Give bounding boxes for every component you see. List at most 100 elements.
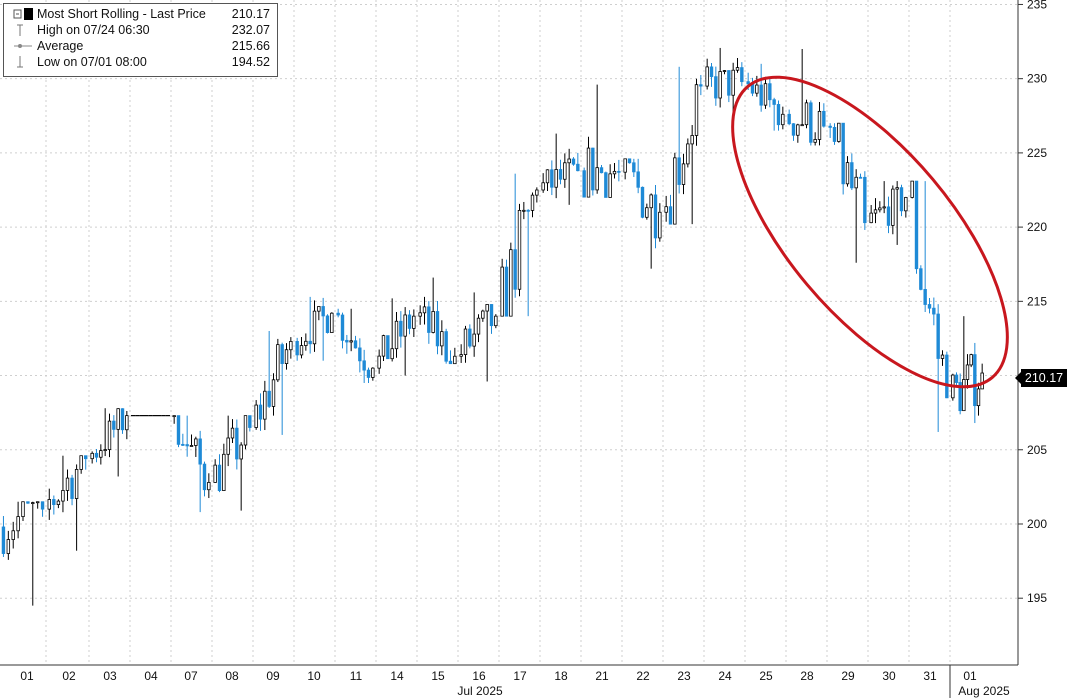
price-candle bbox=[222, 453, 226, 491]
last-price-badge: 210.17 bbox=[1015, 369, 1067, 387]
price-candle bbox=[673, 157, 677, 225]
price-candle bbox=[763, 83, 768, 106]
price-candle bbox=[207, 482, 211, 491]
price-candle bbox=[910, 180, 914, 198]
price-candle bbox=[230, 427, 235, 439]
price-candle bbox=[304, 340, 308, 346]
price-candle bbox=[403, 314, 407, 337]
price-candle bbox=[636, 171, 640, 188]
price-candle bbox=[781, 113, 785, 126]
price-candle bbox=[16, 516, 20, 532]
price-candle bbox=[755, 84, 759, 94]
price-candle bbox=[21, 501, 25, 517]
price-candle bbox=[658, 211, 662, 239]
price-candle bbox=[317, 306, 321, 312]
price-candle bbox=[962, 379, 966, 412]
price-candle bbox=[550, 169, 554, 188]
price-candle bbox=[582, 170, 586, 198]
price-candle bbox=[202, 463, 207, 491]
price-candle bbox=[65, 477, 70, 491]
y-tick-label: 230 bbox=[1027, 72, 1047, 86]
price-candle bbox=[120, 408, 125, 431]
price-candle bbox=[595, 167, 599, 191]
price-candle bbox=[895, 187, 899, 190]
price-candle bbox=[686, 143, 690, 165]
price-candle bbox=[617, 170, 621, 173]
price-candle bbox=[694, 84, 699, 136]
price-candle bbox=[919, 268, 923, 290]
price-candle bbox=[366, 369, 371, 378]
x-tick-label: 24 bbox=[718, 669, 732, 683]
price-candle bbox=[509, 249, 513, 317]
grid-lines bbox=[0, 0, 1018, 665]
price-candle bbox=[435, 311, 440, 347]
price-candle bbox=[599, 167, 604, 174]
x-tick-label: 23 bbox=[677, 669, 691, 683]
price-candle bbox=[731, 69, 735, 96]
legend-high-label: High on 07/24 06:30 bbox=[37, 23, 150, 37]
price-candle bbox=[336, 312, 340, 316]
price-candle bbox=[954, 374, 959, 383]
x-tick-label: 18 bbox=[554, 669, 568, 683]
price-candle bbox=[431, 311, 435, 333]
price-candle bbox=[632, 162, 636, 173]
x-tick-label: 21 bbox=[595, 669, 609, 683]
legend-series-icon bbox=[13, 8, 33, 20]
price-candle bbox=[217, 464, 222, 491]
price-candle bbox=[176, 415, 181, 445]
x-tick-label: 22 bbox=[636, 669, 650, 683]
legend-average-label: Average bbox=[37, 39, 84, 53]
price-candle bbox=[481, 310, 485, 319]
price-candle bbox=[453, 355, 457, 365]
price-candle bbox=[832, 126, 837, 142]
price-candle bbox=[90, 452, 94, 460]
x-tick-label: 15 bbox=[431, 669, 445, 683]
price-candle bbox=[267, 390, 271, 407]
price-candle bbox=[735, 67, 740, 71]
price-candle bbox=[263, 390, 267, 420]
price-candle bbox=[904, 197, 908, 212]
price-candle bbox=[886, 206, 891, 226]
price-candle bbox=[407, 314, 412, 329]
price-candle bbox=[11, 530, 15, 540]
price-candle bbox=[94, 452, 99, 458]
price-candle bbox=[591, 147, 595, 191]
x-tick-label: 09 bbox=[266, 669, 280, 683]
price-candle bbox=[649, 194, 653, 209]
price-candle bbox=[399, 320, 403, 337]
price-candle bbox=[623, 158, 627, 173]
price-candle bbox=[418, 312, 422, 317]
price-candle bbox=[472, 333, 476, 347]
price-candle bbox=[714, 76, 718, 99]
price-candle bbox=[26, 501, 30, 504]
price-candle bbox=[362, 360, 366, 371]
price-candle bbox=[494, 315, 498, 327]
price-candle bbox=[394, 320, 399, 350]
price-candle bbox=[504, 266, 509, 317]
price-candle bbox=[61, 490, 65, 502]
y-tick-label: 215 bbox=[1027, 294, 1047, 308]
price-candle bbox=[312, 310, 317, 345]
price-candle bbox=[858, 176, 863, 179]
price-candle bbox=[576, 163, 580, 172]
price-candle bbox=[526, 209, 530, 212]
price-candle bbox=[189, 445, 194, 447]
price-candle bbox=[722, 70, 727, 72]
y-tick-label: 225 bbox=[1027, 146, 1047, 160]
price-candle bbox=[194, 438, 198, 446]
price-candle bbox=[567, 158, 571, 164]
price-candle bbox=[198, 438, 202, 465]
x-tick-label: 28 bbox=[800, 669, 814, 683]
price-candle bbox=[804, 102, 809, 126]
price-candle bbox=[308, 340, 312, 345]
price-candle bbox=[172, 415, 176, 418]
price-candle bbox=[258, 404, 263, 420]
price-candle bbox=[586, 147, 591, 198]
price-candle bbox=[448, 360, 453, 365]
price-candle bbox=[927, 304, 932, 309]
price-candle bbox=[6, 539, 11, 554]
price-candle bbox=[226, 437, 230, 455]
price-candle bbox=[554, 169, 558, 188]
price-candle bbox=[56, 500, 61, 506]
